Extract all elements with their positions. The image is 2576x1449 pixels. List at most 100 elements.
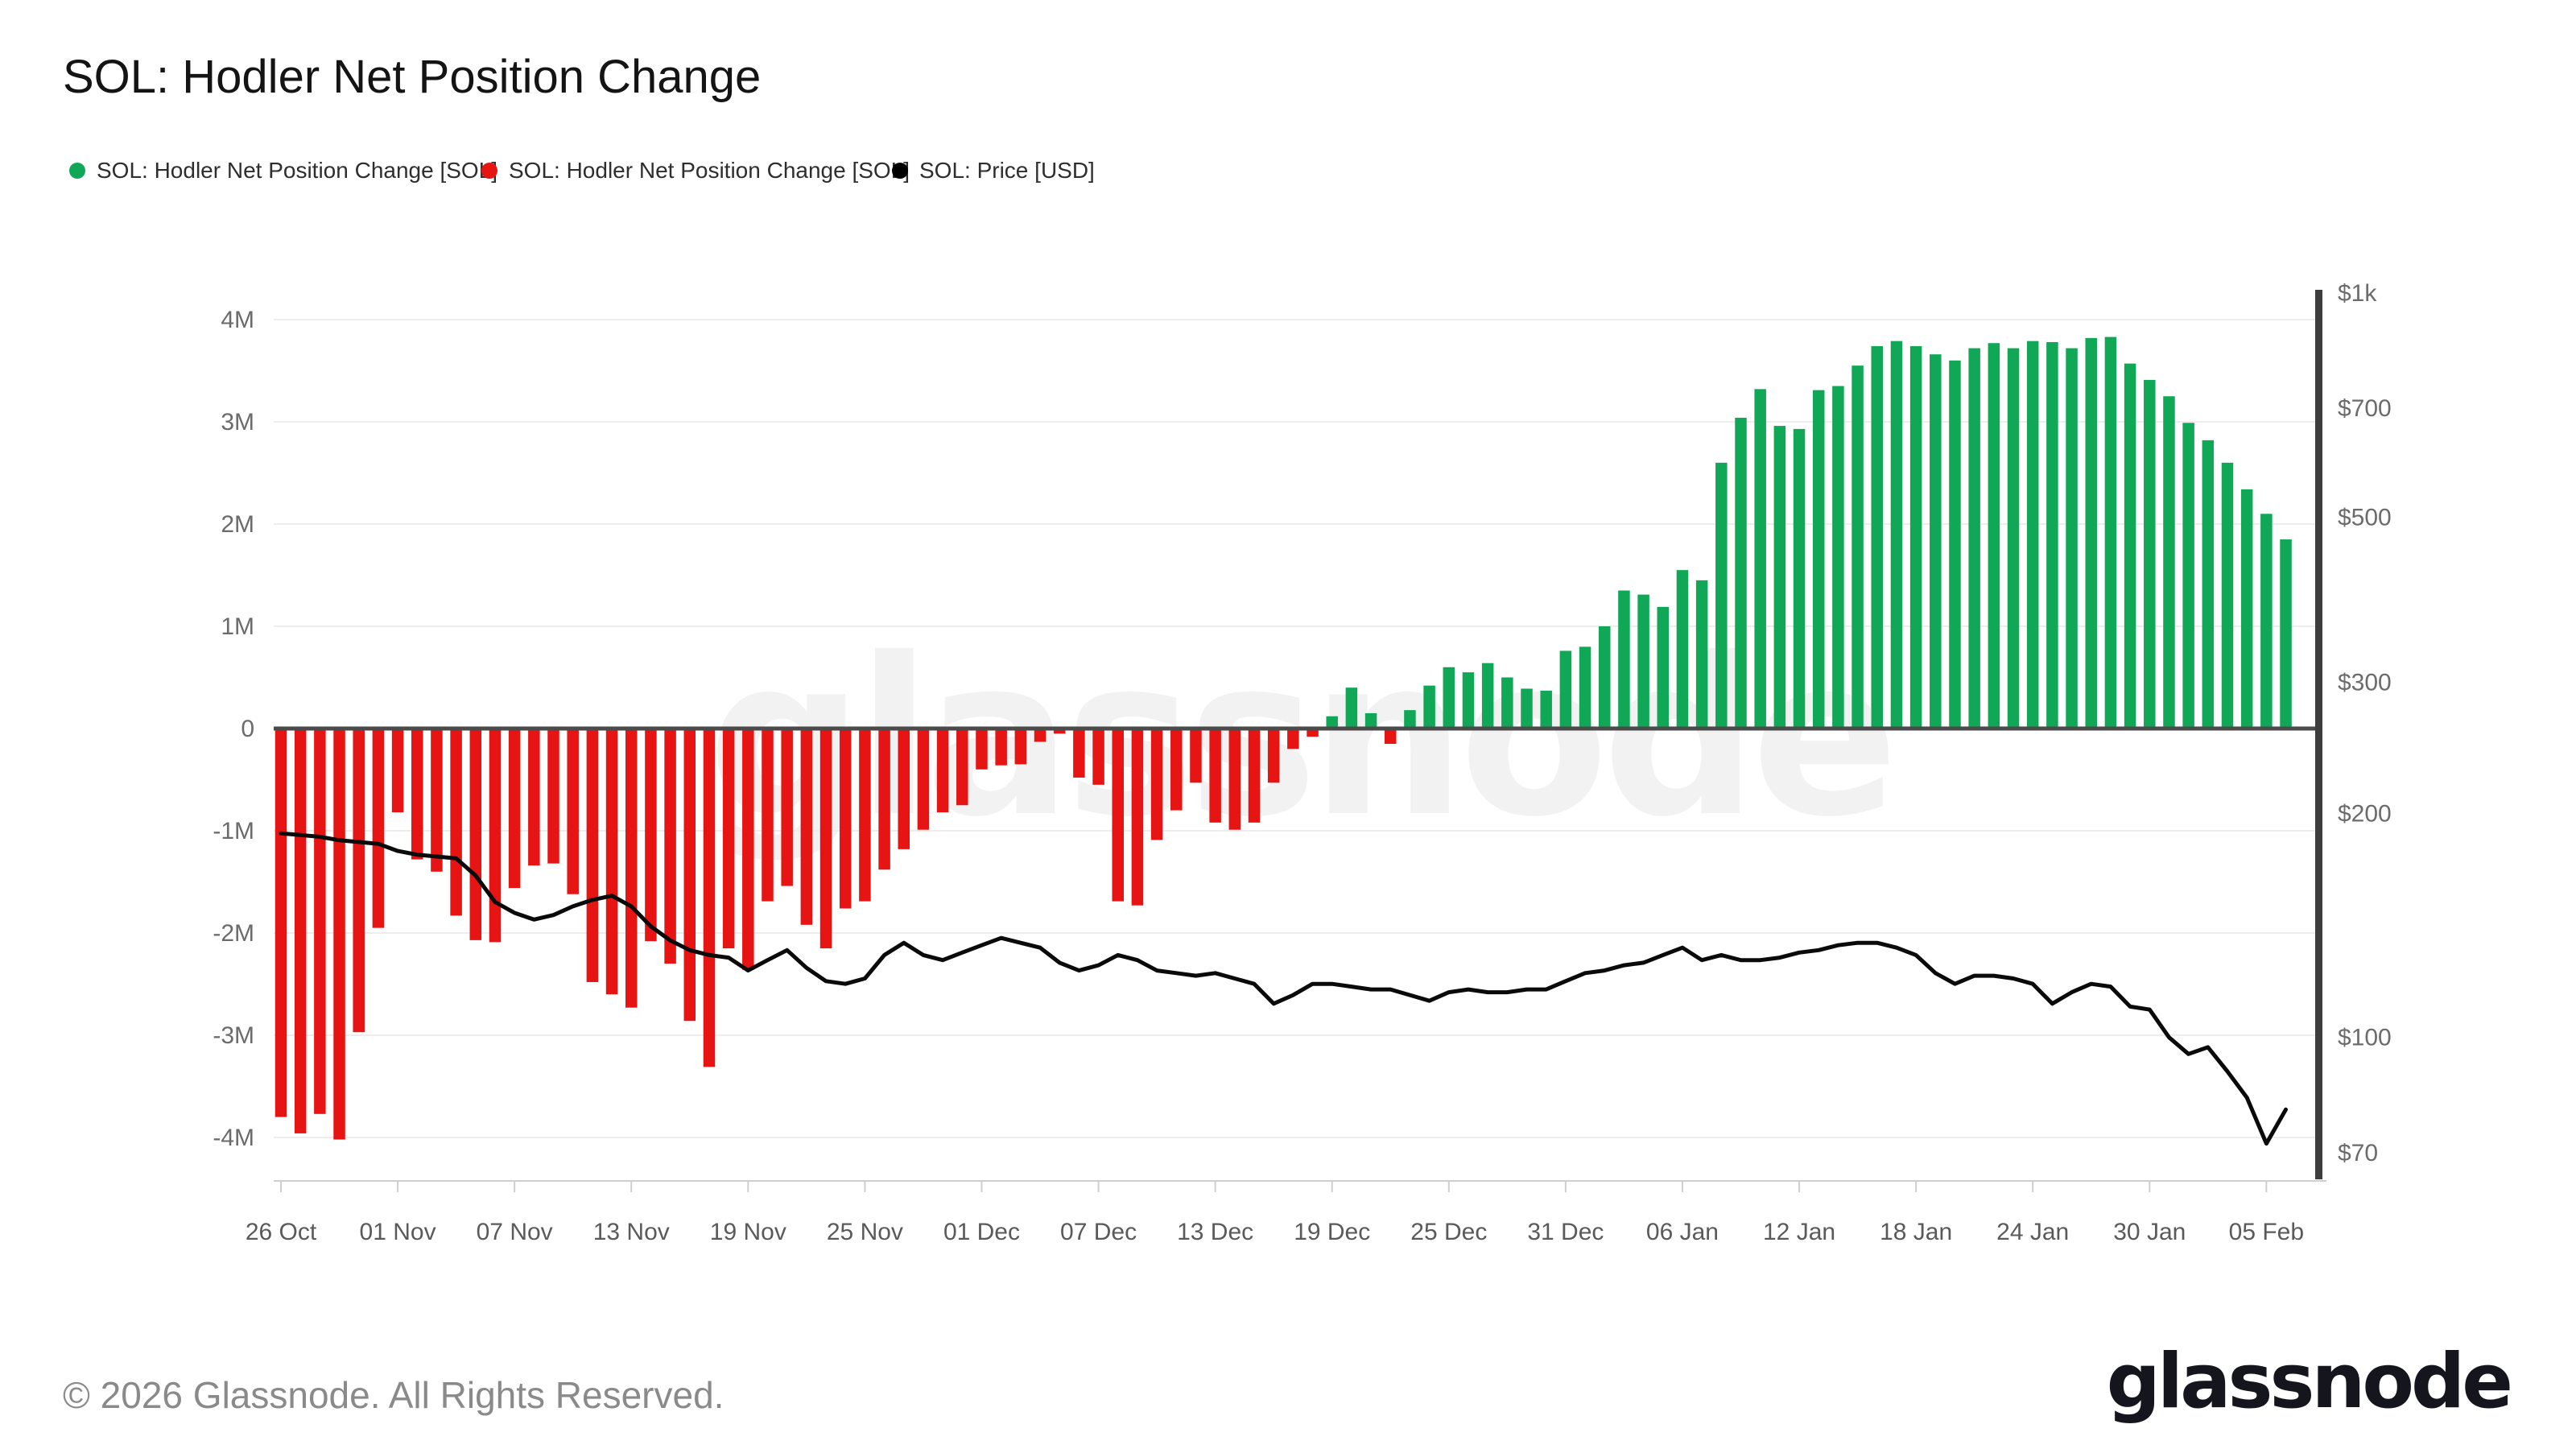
- bar-positive[interactable]: [2221, 462, 2234, 729]
- bar-positive[interactable]: [1618, 590, 1630, 729]
- bar-positive[interactable]: [1930, 354, 1942, 729]
- bar-negative[interactable]: [1170, 729, 1183, 811]
- price-line[interactable]: [279, 831, 2288, 1146]
- bar-negative[interactable]: [1267, 729, 1280, 783]
- bar-negative[interactable]: [450, 729, 462, 916]
- bar-negative[interactable]: [294, 729, 307, 1133]
- bar-negative[interactable]: [1092, 729, 1104, 785]
- bar-positive[interactable]: [1326, 716, 1338, 729]
- bar-negative[interactable]: [1287, 729, 1299, 749]
- bar-positive[interactable]: [1481, 663, 1494, 729]
- bar-negative[interactable]: [839, 729, 852, 909]
- bar-negative[interactable]: [898, 729, 910, 849]
- bar-positive[interactable]: [2124, 363, 2136, 729]
- bar-positive[interactable]: [2260, 514, 2273, 729]
- bar-positive[interactable]: [1676, 570, 1689, 729]
- net-position-bars-layer[interactable]: [275, 336, 2292, 1140]
- bar-positive[interactable]: [1364, 712, 1377, 729]
- bar-positive[interactable]: [2144, 379, 2156, 729]
- bar-positive[interactable]: [1579, 646, 1591, 729]
- bar-negative[interactable]: [995, 729, 1007, 766]
- bar-positive[interactable]: [1773, 426, 1786, 729]
- bar-negative[interactable]: [372, 729, 385, 928]
- bar-negative[interactable]: [605, 729, 618, 995]
- bar-positive[interactable]: [1695, 580, 1708, 729]
- bar-negative[interactable]: [353, 729, 365, 1033]
- bar-negative[interactable]: [645, 729, 657, 942]
- bar-negative[interactable]: [781, 729, 793, 886]
- bar-negative[interactable]: [489, 729, 502, 943]
- legend-item-hodler-positive[interactable]: SOL: Hodler Net Position Change [SOL]: [69, 158, 497, 184]
- bar-negative[interactable]: [508, 729, 521, 889]
- bar-positive[interactable]: [2280, 539, 2292, 729]
- bar-negative[interactable]: [567, 729, 579, 894]
- bar-negative[interactable]: [1228, 729, 1241, 830]
- bar-positive[interactable]: [1735, 417, 1747, 729]
- bar-positive[interactable]: [1754, 389, 1766, 729]
- bar-negative[interactable]: [976, 729, 988, 770]
- bar-positive[interactable]: [2046, 341, 2058, 729]
- bar-negative[interactable]: [275, 729, 287, 1117]
- bar-positive[interactable]: [1715, 462, 1728, 729]
- bar-negative[interactable]: [1209, 729, 1221, 823]
- bar-positive[interactable]: [1657, 606, 1670, 729]
- bar-positive[interactable]: [1890, 341, 1903, 729]
- bar-negative[interactable]: [625, 729, 638, 1008]
- bar-negative[interactable]: [742, 729, 754, 970]
- bar-positive[interactable]: [2026, 341, 2039, 729]
- legend-item-hodler-negative[interactable]: SOL: Hodler Net Position Change [SOL]: [481, 158, 910, 184]
- bar-positive[interactable]: [2085, 337, 2097, 729]
- bar-negative[interactable]: [1112, 729, 1124, 902]
- bar-negative[interactable]: [411, 729, 423, 860]
- bar-negative[interactable]: [1053, 729, 1066, 734]
- bar-negative[interactable]: [391, 729, 404, 813]
- bar-positive[interactable]: [1501, 677, 1513, 729]
- bar-positive[interactable]: [1968, 348, 1980, 729]
- bar-negative[interactable]: [333, 729, 345, 1140]
- bar-positive[interactable]: [1812, 390, 1825, 729]
- bar-positive[interactable]: [1598, 626, 1611, 729]
- bar-positive[interactable]: [1949, 360, 1961, 729]
- bar-negative[interactable]: [664, 729, 676, 964]
- bar-negative[interactable]: [1073, 729, 1085, 778]
- bar-positive[interactable]: [2240, 489, 2253, 729]
- bar-negative[interactable]: [917, 729, 930, 830]
- bar-positive[interactable]: [2182, 423, 2194, 729]
- bar-negative[interactable]: [1150, 729, 1163, 840]
- bar-positive[interactable]: [2163, 396, 2175, 729]
- bar-negative[interactable]: [1131, 729, 1144, 906]
- bar-negative[interactable]: [314, 729, 326, 1114]
- bar-positive[interactable]: [1423, 685, 1435, 729]
- bar-negative[interactable]: [956, 729, 968, 806]
- bar-positive[interactable]: [1404, 710, 1416, 729]
- bar-negative[interactable]: [878, 729, 890, 870]
- bar-negative[interactable]: [1385, 729, 1397, 745]
- bar-positive[interactable]: [1443, 667, 1455, 729]
- bar-negative[interactable]: [1034, 729, 1046, 742]
- bar-positive[interactable]: [1540, 691, 1552, 729]
- bar-negative[interactable]: [683, 729, 696, 1022]
- bar-positive[interactable]: [1559, 650, 1572, 729]
- bar-positive[interactable]: [2066, 348, 2078, 729]
- bar-negative[interactable]: [722, 729, 735, 949]
- bar-negative[interactable]: [859, 729, 871, 902]
- bar-negative[interactable]: [1307, 729, 1319, 737]
- bar-negative[interactable]: [547, 729, 559, 864]
- bar-negative[interactable]: [1190, 729, 1202, 783]
- bar-negative[interactable]: [431, 729, 443, 872]
- bar-positive[interactable]: [1988, 343, 2000, 729]
- bar-negative[interactable]: [800, 729, 813, 925]
- bar-positive[interactable]: [1793, 428, 1806, 729]
- bar-negative[interactable]: [469, 729, 482, 940]
- bar-negative[interactable]: [1014, 729, 1027, 765]
- bar-positive[interactable]: [1871, 346, 1884, 729]
- bar-negative[interactable]: [528, 729, 540, 866]
- bar-positive[interactable]: [1852, 365, 1864, 729]
- bar-negative[interactable]: [819, 729, 832, 949]
- bar-positive[interactable]: [1832, 386, 1844, 729]
- bar-negative[interactable]: [703, 729, 716, 1067]
- bar-positive[interactable]: [1462, 672, 1475, 729]
- bar-positive[interactable]: [1521, 688, 1533, 729]
- bar-positive[interactable]: [2007, 348, 2020, 729]
